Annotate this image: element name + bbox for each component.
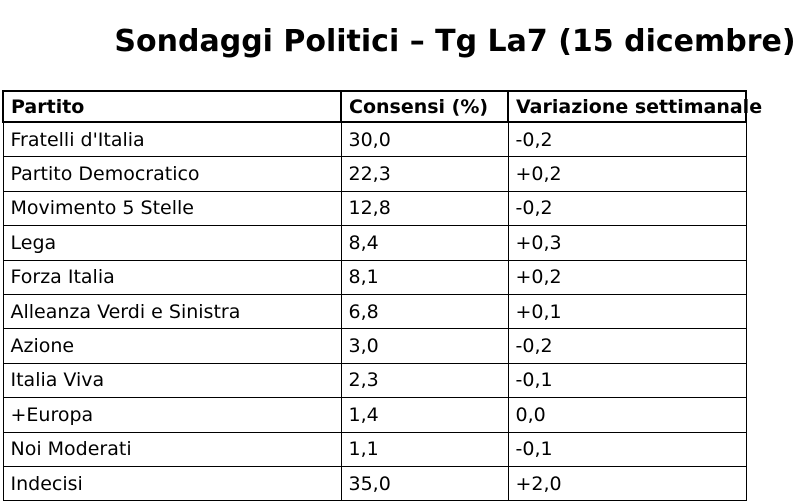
party-cell: +Europa [2, 397, 342, 433]
page-title: Sondaggi Politici – Tg La7 (15 dicembre) [114, 24, 796, 59]
consensus-cell: 1,4 [340, 397, 509, 433]
table-row: Alleanza Verdi e Sinistra 6,8 +0,1 [2, 293, 747, 330]
table-row: Noi Moderati 1,1 -0,1 [2, 431, 747, 467]
party-cell: Indecisi [2, 465, 342, 501]
change-cell: -0,1 [507, 362, 747, 399]
col-header-party: Partito [2, 90, 342, 123]
table-row: Azione 3,0 -0,2 [2, 328, 747, 364]
change-cell: +0,2 [507, 156, 747, 192]
table-row: Forza Italia 8,1 +0,2 [2, 259, 747, 295]
table-row: Indecisi 35,0 +2,0 [2, 465, 747, 501]
col-header-consensus: Consensi (%) [340, 90, 509, 123]
party-cell: Forza Italia [2, 259, 342, 295]
party-cell: Movimento 5 Stelle [2, 190, 342, 227]
party-cell: Noi Moderati [2, 431, 342, 467]
change-cell: -0,2 [507, 190, 747, 227]
party-cell: Azione [2, 328, 342, 364]
change-cell: +2,0 [507, 465, 747, 501]
change-cell: +0,1 [507, 293, 747, 330]
consensus-cell: 8,4 [340, 225, 509, 261]
table-row: Lega 8,4 +0,3 [2, 225, 747, 261]
table-row: Movimento 5 Stelle 12,8 -0,2 [2, 190, 747, 227]
table-body: Fratelli d'Italia 30,0 -0,2 Partito Demo… [2, 121, 747, 501]
poll-results-table: Partito Consensi (%) Variazione settiman… [2, 90, 762, 501]
consensus-cell: 22,3 [340, 156, 509, 192]
table-row: +Europa 1,4 0,0 [2, 397, 747, 433]
table-row: Partito Democratico 22,3 +0,2 [2, 156, 747, 192]
table-header: Partito Consensi (%) Variazione settiman… [2, 90, 762, 123]
party-cell: Partito Democratico [2, 156, 342, 192]
change-cell: -0,1 [507, 431, 747, 467]
col-header-change: Variazione settimanale [507, 90, 762, 123]
consensus-cell: 1,1 [340, 431, 509, 467]
consensus-cell: 3,0 [340, 328, 509, 364]
change-cell: 0,0 [507, 397, 747, 433]
consensus-cell: 35,0 [340, 465, 509, 501]
header-row: Partito Consensi (%) Variazione settiman… [2, 90, 762, 123]
consensus-cell: 6,8 [340, 293, 509, 330]
consensus-cell: 30,0 [340, 121, 509, 158]
party-cell: Lega [2, 225, 342, 261]
consensus-cell: 12,8 [340, 190, 509, 227]
consensus-cell: 2,3 [340, 362, 509, 399]
change-cell: +0,2 [507, 259, 747, 295]
change-cell: -0,2 [507, 121, 747, 158]
change-cell: +0,3 [507, 225, 747, 261]
party-cell: Italia Viva [2, 362, 342, 399]
table-row: Fratelli d'Italia 30,0 -0,2 [2, 121, 747, 158]
consensus-cell: 8,1 [340, 259, 509, 295]
party-cell: Alleanza Verdi e Sinistra [2, 293, 342, 330]
table-row: Italia Viva 2,3 -0,1 [2, 362, 747, 399]
change-cell: -0,2 [507, 328, 747, 364]
party-cell: Fratelli d'Italia [2, 121, 342, 158]
